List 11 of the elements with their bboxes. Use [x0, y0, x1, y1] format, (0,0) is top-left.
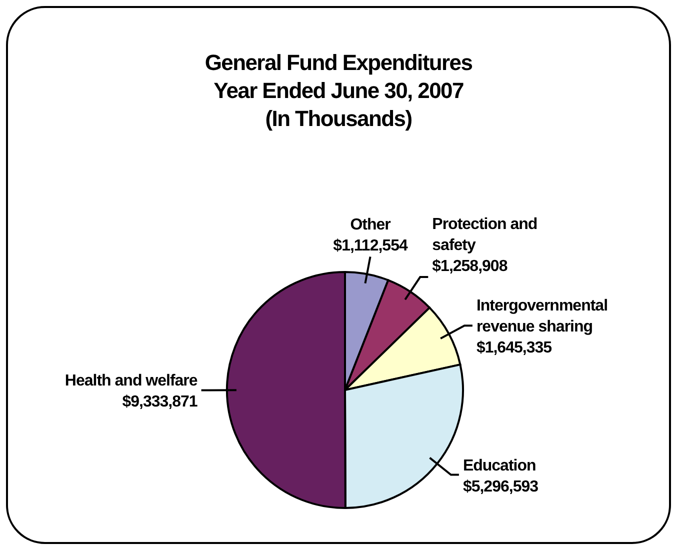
data-label: $1,645,335: [476, 340, 552, 357]
data-label: $1,258,908: [432, 258, 508, 276]
chart-title: General Fund Expenditures Year Ended June 30, 2007 (In Thousands): [204, 50, 473, 131]
slice-label: Education: [462, 457, 536, 474]
slice-label: Intergovernmental revenue sharing: [476, 298, 608, 336]
slice-label: Protection and safety: [432, 216, 538, 254]
slice-label: Other: [350, 216, 391, 234]
data-label: $5,296,593: [462, 478, 539, 496]
data-label: $1,112,554: [333, 238, 408, 255]
slice-label: Health and welfare: [64, 372, 198, 390]
data-label: $9,333,871: [122, 394, 198, 411]
